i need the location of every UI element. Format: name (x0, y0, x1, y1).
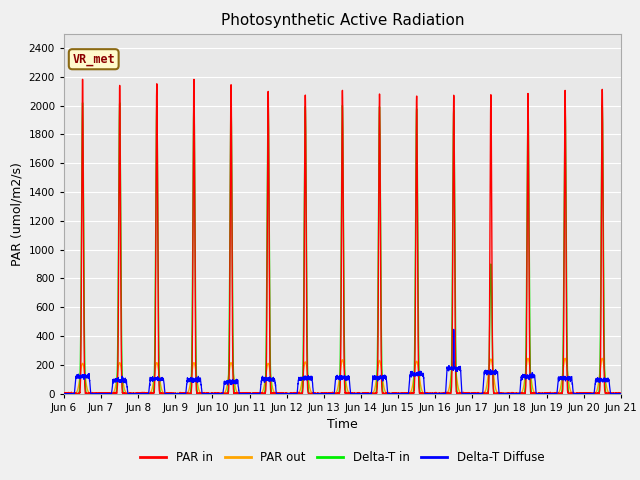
Y-axis label: PAR (umol/m2/s): PAR (umol/m2/s) (10, 162, 23, 265)
X-axis label: Time: Time (327, 418, 358, 431)
Text: VR_met: VR_met (72, 53, 115, 66)
Title: Photosynthetic Active Radiation: Photosynthetic Active Radiation (221, 13, 464, 28)
Legend: PAR in, PAR out, Delta-T in, Delta-T Diffuse: PAR in, PAR out, Delta-T in, Delta-T Dif… (136, 446, 549, 469)
